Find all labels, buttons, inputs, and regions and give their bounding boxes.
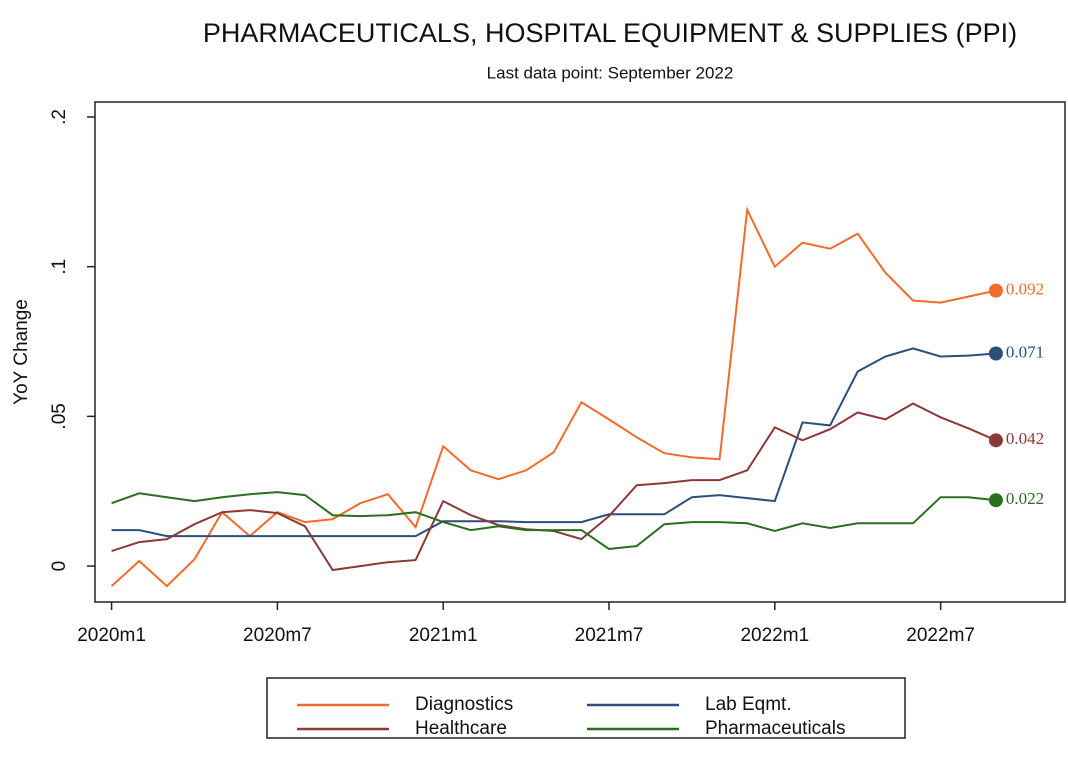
- y-tick-label: .1: [49, 259, 70, 275]
- series-line: [110, 206, 997, 588]
- y-tick-label: .05: [49, 403, 70, 429]
- end-point: [988, 283, 1003, 298]
- plot-frame: [94, 101, 1066, 603]
- end-label: 0.042: [1006, 429, 1044, 448]
- x-tick-label: 2021m1: [409, 625, 478, 646]
- series-line: [111, 491, 997, 551]
- legend-label: Healthcare: [415, 718, 507, 739]
- end-point: [988, 493, 1003, 508]
- series-line: [111, 402, 997, 572]
- x-tick-label: 2021m7: [575, 625, 644, 646]
- x-tick-label: 2022m1: [740, 625, 809, 646]
- end-label: 0.022: [1006, 489, 1044, 508]
- end-label: 0.092: [1006, 280, 1044, 299]
- end-point: [988, 346, 1003, 361]
- x-tick-label: 2020m7: [243, 625, 312, 646]
- legend-label: Pharmaceuticals: [705, 718, 845, 739]
- y-tick-label: .2: [49, 109, 70, 125]
- legend-label: Lab Eqmt.: [705, 694, 792, 715]
- chart-title: PHARMACEUTICALS, HOSPITAL EQUIPMENT & SU…: [203, 18, 1017, 48]
- legend-label: Diagnostics: [415, 694, 513, 715]
- x-tick-label: 2020m1: [77, 625, 146, 646]
- x-tick-label: 2022m7: [906, 625, 975, 646]
- series-line: [111, 347, 996, 538]
- y-tick-label: 0: [49, 561, 70, 572]
- end-point: [988, 433, 1003, 448]
- y-axis-label: YoY Change: [11, 299, 32, 405]
- end-label: 0.071: [1006, 342, 1044, 361]
- chart-subtitle: Last data point: September 2022: [487, 63, 734, 82]
